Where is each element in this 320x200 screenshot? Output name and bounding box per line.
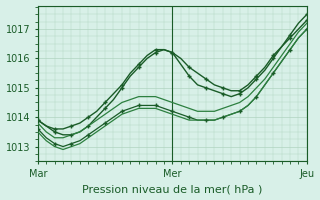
X-axis label: Pression niveau de la mer( hPa ): Pression niveau de la mer( hPa ): [82, 184, 262, 194]
